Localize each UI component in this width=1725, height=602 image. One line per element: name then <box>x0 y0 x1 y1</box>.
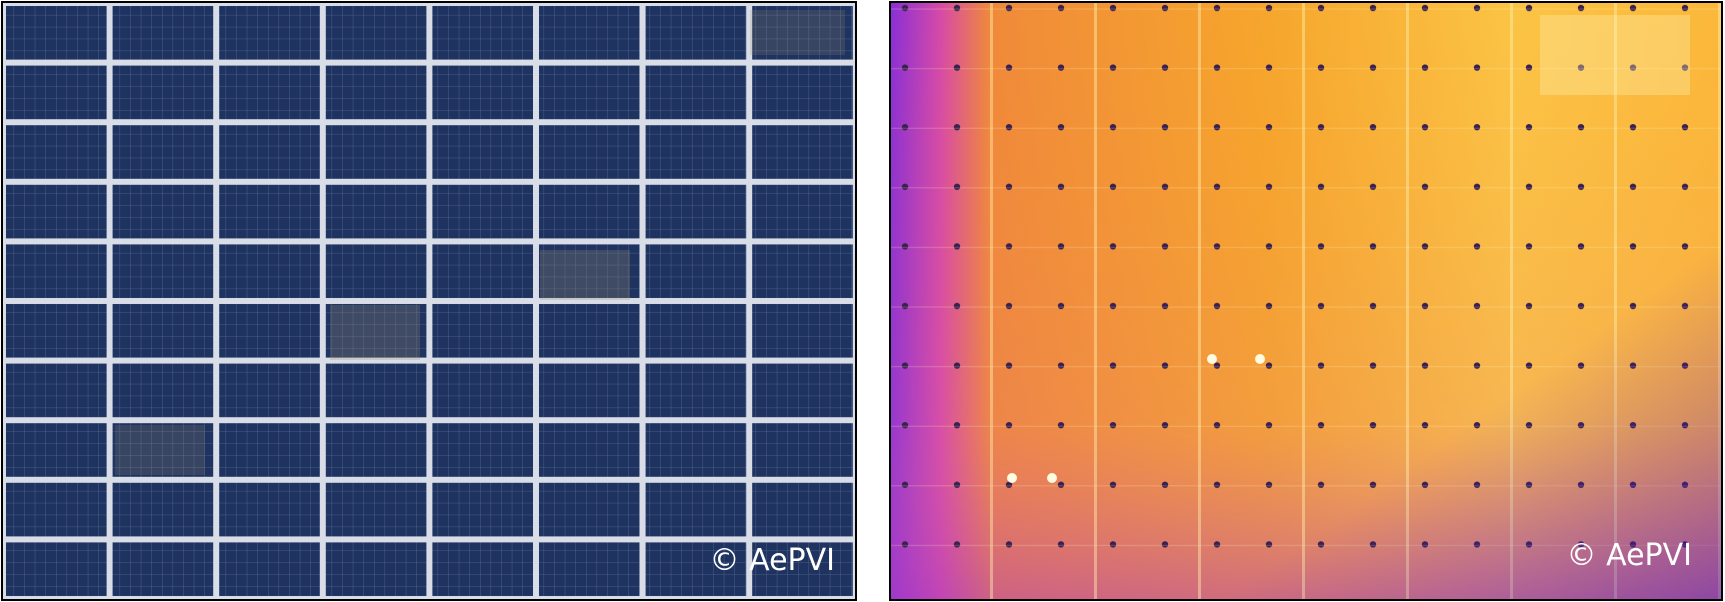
watermark: © AePVI <box>1567 538 1692 573</box>
thermal-photo: © AePVI <box>889 1 1723 601</box>
watermark: © AePVI <box>710 543 835 578</box>
visible-photo: © AePVI <box>1 1 857 601</box>
